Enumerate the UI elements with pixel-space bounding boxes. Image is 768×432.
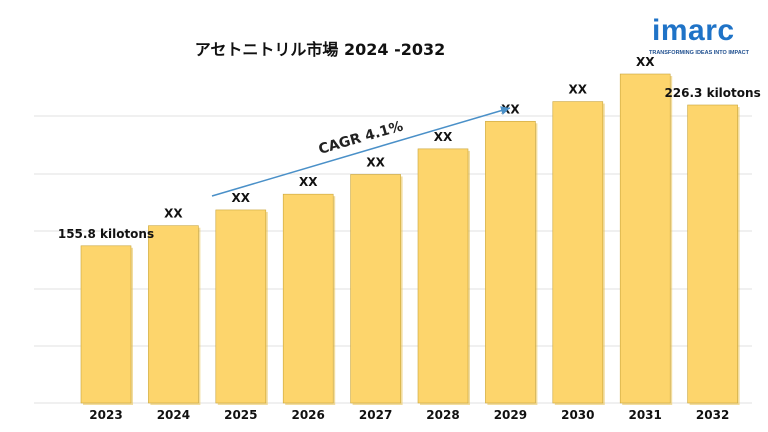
value-label-2023: 155.8 kilotons <box>58 227 154 241</box>
bar-2030 <box>552 101 604 404</box>
x-tick-2030: 2030 <box>561 408 594 422</box>
value-label-2025: XX <box>232 191 251 205</box>
x-tick-2026: 2026 <box>291 408 324 422</box>
bar-2025 <box>215 209 267 404</box>
bar-2028 <box>417 148 469 404</box>
bar-2032 <box>687 104 738 404</box>
logo-wordmark: imarc <box>652 14 735 47</box>
x-tick-2029: 2029 <box>494 408 527 422</box>
x-tick-2025: 2025 <box>224 408 257 422</box>
x-tick-2032: 2032 <box>696 408 729 422</box>
bar-2029 <box>485 120 536 404</box>
x-tick-2024: 2024 <box>157 408 190 422</box>
value-label-2030: XX <box>569 83 588 97</box>
value-label-2024: XX <box>164 207 183 221</box>
bar-2023 <box>80 245 132 404</box>
x-tick-2023: 2023 <box>89 408 122 422</box>
x-tick-2031: 2031 <box>628 408 661 422</box>
value-label-2028: XX <box>434 130 453 144</box>
bar-2024 <box>148 225 199 404</box>
value-label-2027: XX <box>366 155 385 169</box>
bars <box>80 73 740 405</box>
logo-tagline: TRANSFORMING IDEAS INTO IMPACT <box>648 50 750 56</box>
bar-2031 <box>619 73 671 404</box>
x-tick-2027: 2027 <box>359 408 392 422</box>
value-label-2026: XX <box>299 175 318 189</box>
value-label-2031: XX <box>636 55 655 69</box>
imarc-logo: imarc TRANSFORMING IDEAS INTO IMPACT <box>640 14 758 58</box>
bar-2027 <box>350 174 401 404</box>
cagr-arrow <box>211 106 511 197</box>
value-label-2032: 226.3 kilotons <box>664 86 760 100</box>
chart-title: アセトニトリル市場 2024 -2032 <box>194 40 446 59</box>
x-tick-2028: 2028 <box>426 408 459 422</box>
bar-2026 <box>282 193 334 404</box>
x-tick-labels: 2023 2024 2025 2026 2027 2028 2029 2030 2031 2032 <box>89 408 729 422</box>
